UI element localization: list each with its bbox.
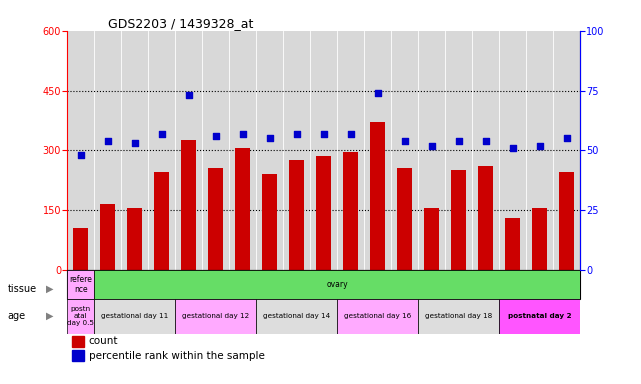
Bar (451, 170, 466, 270)
Point (535, 142, 545, 149)
Bar (532, 208, 547, 270)
Bar (289, 160, 304, 270)
Point (76, 152, 86, 158)
Bar (418, 299, 499, 334)
Bar (94, 299, 175, 334)
Point (562, 135, 572, 141)
Bar (101, 204, 115, 270)
Text: percentile rank within the sample: percentile rank within the sample (89, 351, 265, 361)
Point (345, 131, 356, 137)
Bar (208, 168, 223, 270)
Point (399, 137, 410, 144)
Bar (499, 299, 580, 334)
Text: gestational day 14: gestational day 14 (263, 313, 330, 319)
Text: postnatal day 2: postnatal day 2 (508, 313, 571, 319)
Text: gestational day 18: gestational day 18 (425, 313, 492, 319)
Point (103, 137, 113, 144)
Bar (256, 299, 337, 334)
Bar (154, 172, 169, 270)
Text: age: age (8, 311, 26, 321)
Bar (235, 148, 250, 270)
Point (156, 131, 167, 137)
Point (454, 137, 464, 144)
Bar (175, 299, 256, 334)
Point (481, 137, 491, 144)
Point (292, 131, 302, 137)
Text: ▶: ▶ (46, 311, 54, 321)
Bar (559, 172, 574, 270)
Bar (67, 299, 94, 334)
Bar (72, 350, 84, 361)
Bar (72, 336, 84, 347)
Point (265, 135, 275, 141)
Point (238, 131, 248, 137)
Point (183, 92, 194, 98)
Bar (478, 166, 493, 270)
Bar (505, 218, 520, 270)
Point (426, 142, 437, 149)
Bar (370, 122, 385, 270)
Bar (128, 208, 142, 270)
Text: ovary: ovary (326, 280, 348, 289)
Point (129, 140, 140, 146)
Bar (262, 174, 277, 270)
Bar (337, 299, 418, 334)
Bar (73, 228, 88, 270)
Text: refere
nce: refere nce (69, 275, 92, 294)
Point (211, 133, 221, 139)
Point (508, 145, 518, 151)
Bar (424, 208, 439, 270)
Bar (344, 152, 358, 270)
Bar (67, 270, 94, 299)
Text: postn
atal
day 0.5: postn atal day 0.5 (67, 306, 94, 326)
Text: gestational day 12: gestational day 12 (182, 313, 249, 319)
Text: gestational day 16: gestational day 16 (344, 313, 412, 319)
Text: tissue: tissue (8, 284, 37, 294)
Text: count: count (89, 336, 119, 346)
Text: GDS2203 / 1439328_at: GDS2203 / 1439328_at (108, 17, 254, 30)
Bar (397, 168, 412, 270)
Point (319, 131, 329, 137)
Point (372, 90, 383, 96)
Text: ▶: ▶ (46, 284, 54, 294)
Text: gestational day 11: gestational day 11 (101, 313, 169, 319)
Bar (181, 140, 196, 270)
Bar (316, 156, 331, 270)
